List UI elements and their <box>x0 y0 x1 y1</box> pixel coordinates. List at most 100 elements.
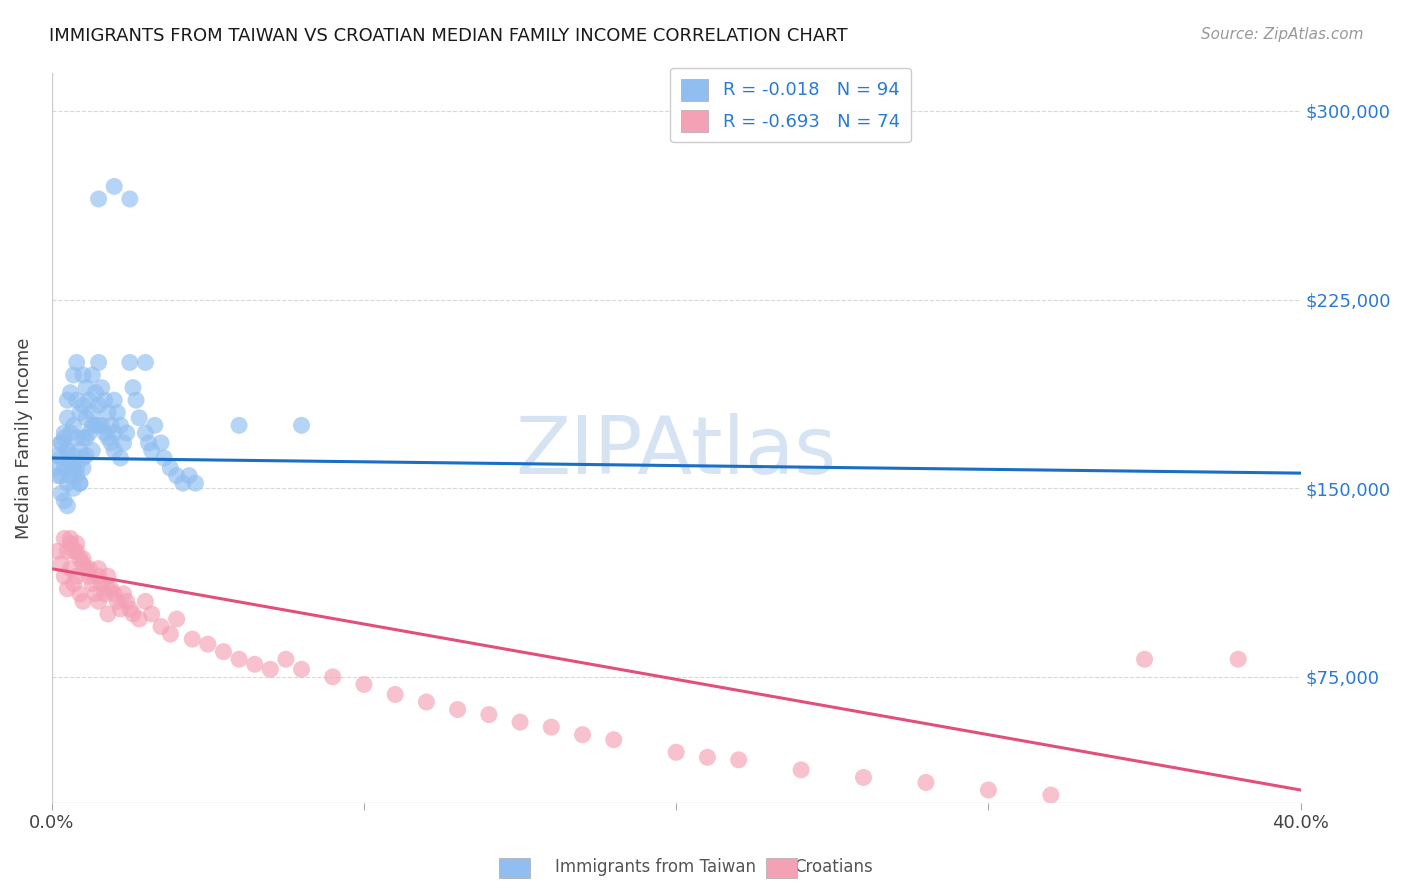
Point <box>59 456 82 470</box>
Point <box>290 662 312 676</box>
Point <box>852 771 875 785</box>
Point <box>56 443 79 458</box>
Point <box>790 763 813 777</box>
Point <box>141 607 163 621</box>
Point <box>727 753 749 767</box>
Point <box>110 450 132 465</box>
Point <box>49 486 72 500</box>
Point <box>977 783 1000 797</box>
Point <box>166 468 188 483</box>
Point <box>69 476 91 491</box>
Point <box>66 461 89 475</box>
Point <box>228 652 250 666</box>
Point <box>53 569 76 583</box>
Point <box>82 576 104 591</box>
Point <box>59 468 82 483</box>
Legend: R = -0.018   N = 94, R = -0.693   N = 74: R = -0.018 N = 94, R = -0.693 N = 74 <box>671 68 911 143</box>
Point <box>75 449 97 463</box>
Point <box>87 562 110 576</box>
Point <box>134 425 156 440</box>
Point <box>66 468 89 483</box>
Point <box>97 582 120 596</box>
Point <box>118 192 141 206</box>
Point <box>122 381 145 395</box>
Point <box>53 431 76 445</box>
Point <box>243 657 266 672</box>
Point <box>56 393 79 408</box>
Y-axis label: Median Family Income: Median Family Income <box>15 337 32 539</box>
Point <box>915 775 938 789</box>
Point <box>274 652 297 666</box>
Point <box>53 532 76 546</box>
Point <box>118 355 141 369</box>
Point <box>290 418 312 433</box>
Point <box>87 398 110 412</box>
Point <box>509 715 531 730</box>
Point <box>62 449 84 463</box>
Point <box>150 619 173 633</box>
Point <box>353 677 375 691</box>
Point <box>84 587 107 601</box>
Point <box>181 632 204 646</box>
Text: ZIPAtlas: ZIPAtlas <box>516 414 837 491</box>
Point <box>53 461 76 475</box>
Point <box>75 431 97 445</box>
Point <box>100 436 122 450</box>
Text: IMMIGRANTS FROM TAIWAN VS CROATIAN MEDIAN FAMILY INCOME CORRELATION CHART: IMMIGRANTS FROM TAIWAN VS CROATIAN MEDIA… <box>49 27 848 45</box>
Point <box>72 557 94 571</box>
Point <box>62 368 84 382</box>
Point <box>46 468 69 483</box>
Point <box>118 602 141 616</box>
Point <box>82 406 104 420</box>
Point <box>540 720 562 734</box>
Point <box>49 557 72 571</box>
Point <box>69 587 91 601</box>
Point <box>56 443 79 458</box>
Point <box>105 406 128 420</box>
Point <box>44 461 66 475</box>
Point <box>66 569 89 583</box>
Point <box>56 544 79 558</box>
Point <box>82 443 104 458</box>
Point <box>72 461 94 475</box>
Point <box>97 569 120 583</box>
Point <box>122 607 145 621</box>
Point <box>46 449 69 463</box>
Point <box>59 532 82 546</box>
Point <box>56 410 79 425</box>
Point <box>128 612 150 626</box>
Point <box>110 602 132 616</box>
Point <box>62 418 84 433</box>
Point <box>446 702 468 716</box>
Point <box>62 481 84 495</box>
Point <box>49 468 72 483</box>
Point <box>90 576 112 591</box>
Point <box>87 594 110 608</box>
Point <box>56 499 79 513</box>
Point <box>212 645 235 659</box>
Point <box>82 368 104 382</box>
Point <box>1227 652 1250 666</box>
Point <box>87 569 110 583</box>
Point <box>100 418 122 433</box>
Point <box>53 493 76 508</box>
Point <box>696 750 718 764</box>
Point <box>72 594 94 608</box>
Point <box>150 436 173 450</box>
Point <box>90 418 112 433</box>
Text: Immigrants from Taiwan: Immigrants from Taiwan <box>555 858 756 876</box>
Point <box>87 355 110 369</box>
Point <box>110 418 132 433</box>
Point <box>84 418 107 433</box>
Point <box>49 436 72 450</box>
Point <box>72 431 94 445</box>
Point <box>69 406 91 420</box>
Point <box>665 745 688 759</box>
Point <box>56 582 79 596</box>
Point <box>112 587 135 601</box>
Point <box>159 461 181 475</box>
Point <box>53 425 76 440</box>
Point <box>103 179 125 194</box>
Point <box>84 385 107 400</box>
Point <box>77 425 100 440</box>
